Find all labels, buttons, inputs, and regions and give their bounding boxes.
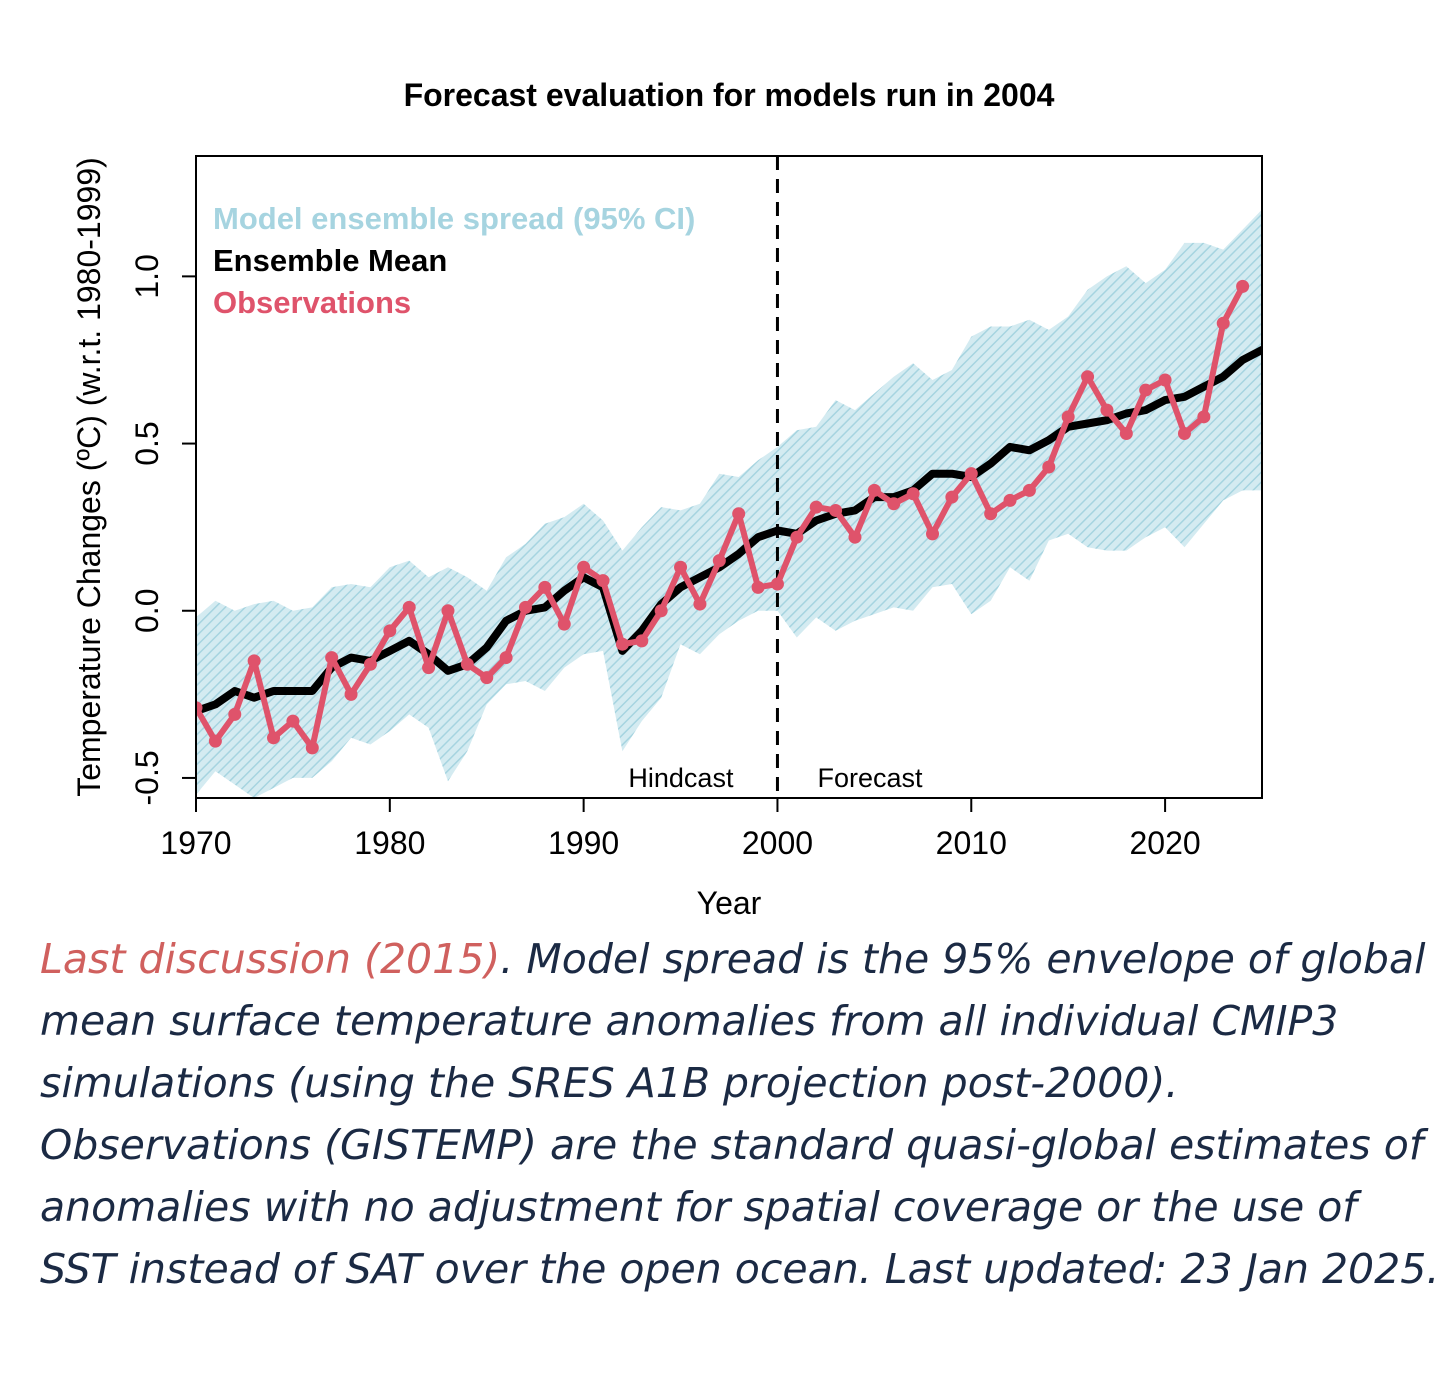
observation-point <box>267 731 281 745</box>
x-axis-label: Year <box>697 885 762 921</box>
observation-points <box>196 279 1250 755</box>
observation-point <box>577 560 591 574</box>
observation-point <box>518 600 532 614</box>
observation-point <box>751 580 765 594</box>
observation-point <box>1081 370 1095 384</box>
observation-point <box>247 654 261 668</box>
figure-caption: Last discussion (2015). Model spread is … <box>40 928 1440 1300</box>
legend-observations-label: Observations <box>213 285 411 320</box>
observation-point <box>363 657 377 671</box>
observation-point <box>809 500 823 514</box>
x-tick-label: 1990 <box>548 825 619 861</box>
observation-point <box>460 657 474 671</box>
observation-point <box>906 487 920 501</box>
observation-point <box>1022 483 1036 497</box>
plot-area <box>196 156 1262 798</box>
observation-point <box>325 651 339 665</box>
y-tick-label: -0.5 <box>129 750 165 805</box>
observation-point <box>557 617 571 631</box>
observation-point <box>305 741 319 755</box>
observation-point <box>790 530 804 544</box>
chart-title: Forecast evaluation for models run in 20… <box>404 77 1055 113</box>
legend: Model ensemble spread (95% CI) Ensemble … <box>213 201 695 320</box>
y-tick-label: 0.0 <box>129 589 165 633</box>
observation-point <box>654 604 668 618</box>
x-tick-label: 1970 <box>160 825 231 861</box>
temperature-chart: Forecast evaluation for models run in 20… <box>71 77 1263 921</box>
observation-point <box>1216 316 1230 330</box>
x-axis: 1970 1980 1990 2000 2010 2020 <box>160 797 1201 861</box>
observation-point <box>848 530 862 544</box>
observation-point <box>712 554 726 568</box>
observation-point <box>926 527 940 541</box>
observation-point <box>1139 383 1153 397</box>
observation-point <box>596 574 610 588</box>
hindcast-label: Hindcast <box>628 763 734 793</box>
observation-point <box>344 687 358 701</box>
observation-point <box>402 600 416 614</box>
observation-point <box>770 577 784 591</box>
x-tick-label: 2000 <box>742 825 813 861</box>
legend-spread-label: Model ensemble spread (95% CI) <box>213 201 695 236</box>
observation-point <box>984 507 998 521</box>
x-tick-label: 1980 <box>354 825 425 861</box>
observation-point <box>383 624 397 638</box>
observation-point <box>208 734 222 748</box>
caption-body: . Model spread is the 95% envelope of gl… <box>40 935 1440 1293</box>
observation-point <box>1236 279 1250 293</box>
x-tick-label: 2020 <box>1129 825 1200 861</box>
observation-point <box>1100 403 1114 417</box>
observation-point <box>887 497 901 511</box>
observation-point <box>693 597 707 611</box>
observation-point <box>964 467 978 481</box>
observation-point <box>286 714 300 728</box>
observation-point <box>422 661 436 675</box>
legend-mean-label: Ensemble Mean <box>213 243 447 278</box>
observation-point <box>1003 493 1017 507</box>
observation-point <box>228 707 242 721</box>
observation-point <box>829 503 843 517</box>
observation-point <box>538 580 552 594</box>
observation-point <box>196 701 203 715</box>
observation-point <box>674 560 688 574</box>
y-tick-label: 0.5 <box>129 421 165 465</box>
observation-point <box>499 651 513 665</box>
last-discussion-link[interactable]: Last discussion (2015) <box>40 935 501 983</box>
y-tick-label: 1.0 <box>129 254 165 298</box>
x-tick-label: 2010 <box>936 825 1007 861</box>
observation-point <box>1042 460 1056 474</box>
observation-point <box>732 507 746 521</box>
y-axis-label: Temperature Changes (ºC) (w.r.t. 1980-19… <box>71 157 107 797</box>
observation-point <box>615 637 629 651</box>
observation-point <box>1061 410 1075 424</box>
y-axis: -0.5 0.0 0.5 1.0 <box>129 254 197 806</box>
observation-point <box>1177 427 1191 441</box>
forecast-label: Forecast <box>817 763 923 793</box>
observation-point <box>1158 373 1172 387</box>
observation-point <box>635 634 649 648</box>
observation-point <box>867 483 881 497</box>
observation-point <box>945 490 959 504</box>
observation-point <box>1197 410 1211 424</box>
observation-point <box>441 604 455 618</box>
observation-point <box>1119 427 1133 441</box>
observation-point <box>480 671 494 685</box>
